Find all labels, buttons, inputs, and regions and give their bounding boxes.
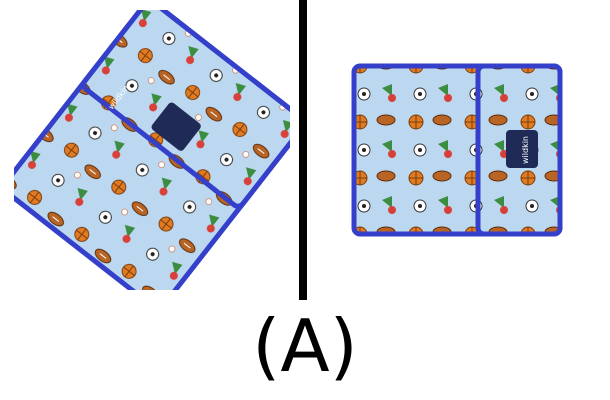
- vertical-divider: [299, 0, 307, 300]
- snack-bag-tilted-illustration: wildkin: [1, 0, 307, 312]
- snack-bag-folded-illustration: wildkin: [351, 63, 563, 237]
- logo-text-folded: wildkin: [521, 136, 530, 164]
- snack-bag-photo-left: wildkin: [1, 0, 307, 312]
- figure-caption: (A): [252, 304, 358, 388]
- snack-bag-photo-right: wildkin: [346, 52, 568, 244]
